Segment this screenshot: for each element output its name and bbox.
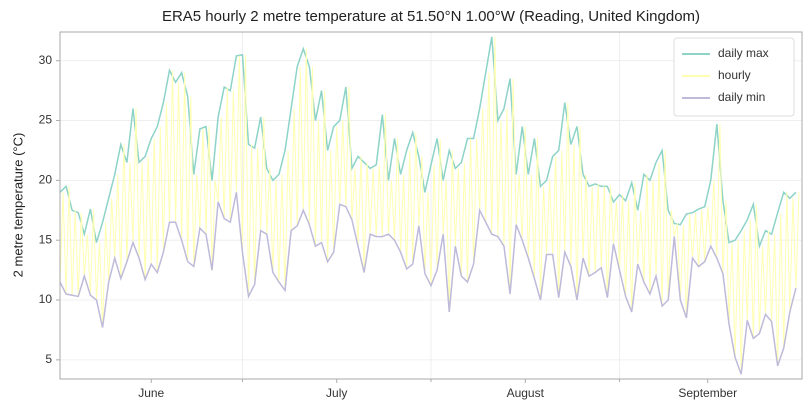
legend-label: hourly bbox=[718, 68, 751, 82]
x-tick-label: July bbox=[326, 386, 347, 400]
legend-label: daily min bbox=[718, 90, 765, 104]
y-tick-label: 15 bbox=[39, 232, 53, 246]
y-tick-label: 5 bbox=[45, 352, 52, 366]
x-tick-label: September bbox=[678, 386, 737, 400]
series-line bbox=[59, 36, 800, 375]
chart-title: ERA5 hourly 2 metre temperature at 51.50… bbox=[162, 8, 700, 25]
x-tick-label: June bbox=[138, 386, 164, 400]
y-tick-label: 20 bbox=[39, 173, 53, 187]
y-axis-label: 2 metre temperature (°C) bbox=[10, 133, 25, 278]
y-tick-label: 10 bbox=[39, 292, 53, 306]
legend-box bbox=[673, 37, 795, 117]
legend-label: daily max bbox=[718, 46, 769, 60]
plot-frame bbox=[59, 31, 803, 380]
series-line bbox=[59, 192, 797, 375]
y-tick-label: 25 bbox=[39, 113, 53, 127]
series-line bbox=[59, 36, 797, 250]
x-tick-label: August bbox=[507, 386, 545, 400]
y-tick-label: 30 bbox=[39, 53, 53, 67]
